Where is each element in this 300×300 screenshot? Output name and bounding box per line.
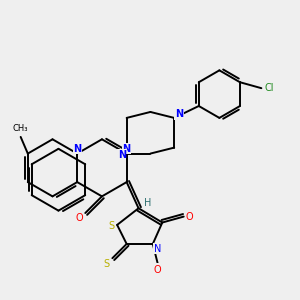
Text: N: N	[73, 144, 81, 154]
Text: S: S	[103, 259, 109, 269]
Text: N: N	[175, 109, 183, 119]
Text: O: O	[76, 213, 83, 223]
Text: CH₃: CH₃	[13, 124, 28, 133]
Text: O: O	[154, 265, 161, 275]
Text: Cl: Cl	[265, 83, 274, 93]
Text: S: S	[108, 221, 114, 231]
Text: N: N	[118, 150, 126, 160]
Text: N: N	[123, 144, 131, 154]
Text: N: N	[154, 244, 161, 254]
Text: H: H	[144, 199, 152, 208]
Text: O: O	[186, 212, 194, 222]
